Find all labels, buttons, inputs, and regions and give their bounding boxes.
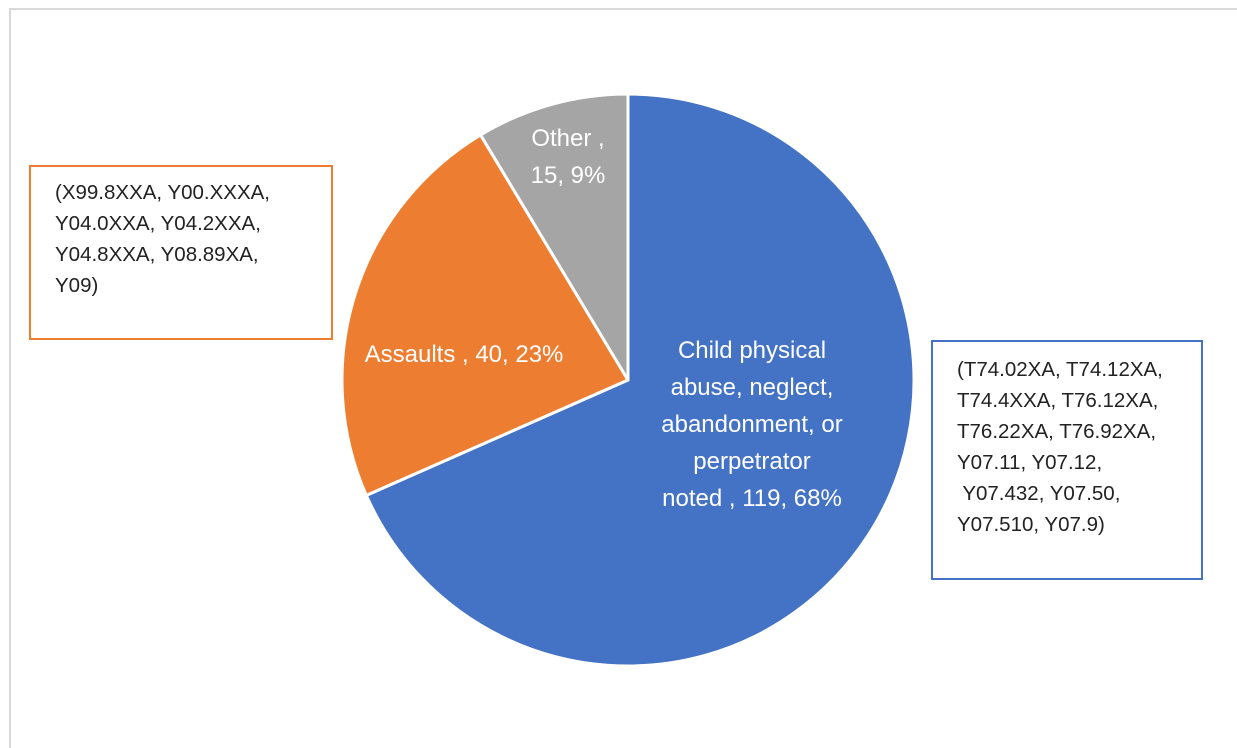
child-code-line: Y07.11, Y07.12, — [957, 451, 1103, 474]
pie-label-line: abuse, neglect, — [671, 374, 834, 401]
pie-label-line: perpetrator — [693, 448, 810, 475]
assaults-code-line: Y04.0XXA, Y04.2XXA, — [55, 212, 261, 235]
child-code-line: (T74.02XA, T74.12XA, — [957, 358, 1163, 381]
pie-label-line: Other , — [531, 125, 604, 152]
assaults-codes-annotation: (X99.8XXA, Y00.XXXA, Y04.0XXA, Y04.2XXA,… — [29, 165, 333, 340]
pie-label-child: Child physical abuse, neglect, abandonment… — [661, 337, 842, 512]
pie-labels: Child physical abuse, neglect, abandonment… — [365, 125, 843, 512]
child-abuse-codes-annotation: (T74.02XA, T74.12XA, T74.4XXA, T76.12XA,… — [931, 340, 1203, 580]
child-code-line: Y07.432, Y07.50, — [957, 482, 1121, 505]
assaults-code-line: (X99.8XXA, Y00.XXXA, — [55, 181, 270, 204]
pie-slices — [340, 92, 916, 668]
pie-slice-assaults — [340, 133, 630, 497]
assaults-code-line: Y04.8XXA, Y08.89XA, — [55, 243, 259, 266]
assaults-code-line: Y09) — [55, 274, 99, 297]
pie-slice-child — [364, 92, 916, 668]
pie-label-line: 15, 9% — [531, 162, 606, 189]
pie-slice-other — [479, 92, 630, 382]
pie-label-assaults: Assaults , 40, 23% — [365, 341, 564, 368]
child-code-line: T76.22XA, T76.92XA, — [957, 420, 1157, 443]
child-code-line: T74.4XXA, T76.12XA, — [957, 389, 1159, 412]
pie-label-line: abandonment, or — [661, 411, 842, 438]
pie-label-line: noted , 119, 68% — [662, 485, 842, 512]
pie-label-other: Other , 15, 9% — [531, 125, 606, 189]
pie-label-line: Child physical — [678, 337, 826, 364]
child-code-line: Y07.510, Y07.9) — [957, 513, 1105, 536]
pie-label-line: Assaults , 40, 23% — [365, 341, 564, 368]
